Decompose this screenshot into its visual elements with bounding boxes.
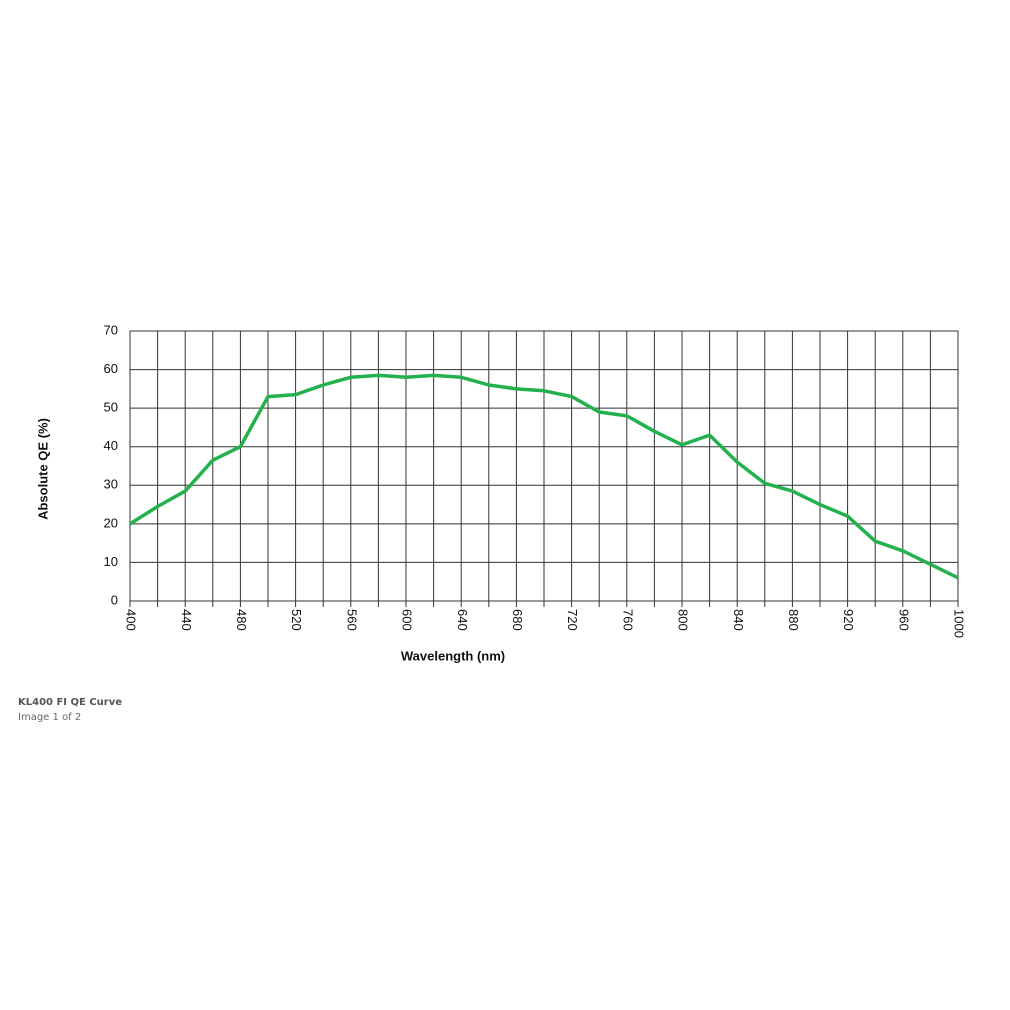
x-tick-label: 960 (896, 609, 911, 631)
y-tick-label: 60 (104, 361, 118, 376)
x-tick-label: 680 (510, 609, 525, 631)
caption-title: KL400 FI QE Curve (18, 697, 123, 708)
x-tick-label: 480 (234, 609, 249, 631)
y-tick-label: 0 (111, 592, 118, 607)
x-tick-label: 560 (344, 609, 359, 631)
chart: Wavelength (nm) Absolute QE (%) 0 10 20 30 4… (35, 322, 967, 663)
data-line (129, 373, 959, 580)
y-tick-label: 50 (104, 400, 118, 415)
y-tick-label: 10 (104, 554, 118, 569)
x-tick-label: 760 (620, 609, 635, 631)
x-tick-label: 880 (786, 609, 801, 631)
y-tick-label: 70 (104, 322, 118, 337)
y-tick-label: 40 (104, 438, 118, 453)
y-tick-label: 30 (104, 477, 118, 492)
x-tick-label: 640 (455, 609, 470, 631)
x-tick-label: 600 (400, 609, 415, 631)
x-tick-label: 400 (124, 609, 139, 631)
x-tick-label: 840 (731, 609, 746, 631)
x-axis-title: Wavelength (nm) (401, 648, 505, 663)
y-tick-label: 20 (104, 515, 118, 530)
x-tick-label: 920 (841, 609, 856, 631)
x-tick-label: 1000 (952, 609, 967, 638)
x-tick-label: 440 (179, 609, 194, 631)
y-axis-title: Absolute QE (%) (35, 418, 50, 520)
caption-subtitle: Image 1 of 2 (18, 712, 82, 723)
x-tick-label: 720 (565, 609, 580, 631)
x-tick-label: 520 (289, 609, 304, 631)
x-tick-label: 800 (676, 609, 691, 631)
